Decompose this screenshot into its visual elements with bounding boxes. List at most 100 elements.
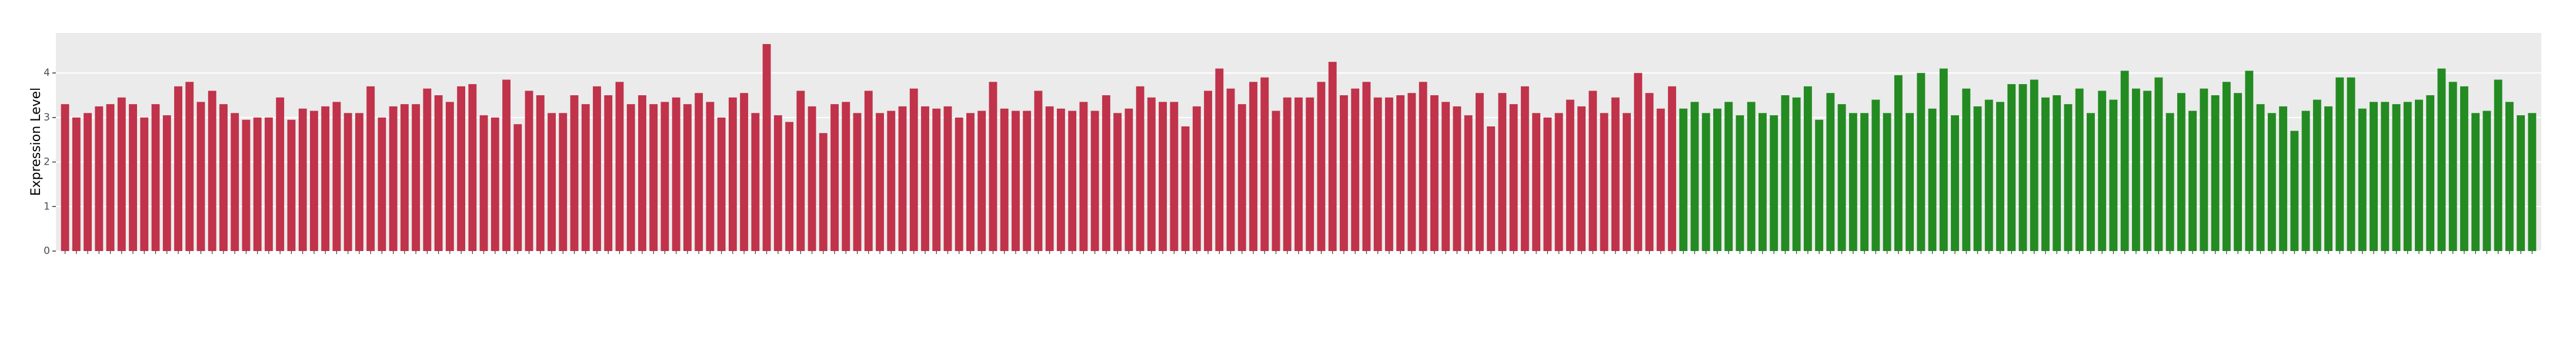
bar [265, 117, 273, 251]
bar [95, 106, 104, 251]
bar [1826, 93, 1835, 251]
bar [1928, 108, 1937, 251]
bar [2053, 95, 2061, 251]
bar [1543, 117, 1552, 251]
bar [2494, 79, 2502, 251]
bar [1453, 106, 1461, 251]
bar [1736, 115, 1744, 251]
bar [2143, 91, 2152, 251]
bar [2200, 88, 2208, 251]
bar [366, 86, 375, 251]
bar [196, 102, 205, 251]
bar [2358, 108, 2367, 251]
bar [807, 106, 816, 251]
bar [581, 104, 590, 251]
bar [1554, 113, 1563, 251]
bar [570, 95, 579, 251]
bar [2324, 106, 2333, 251]
bar [219, 104, 228, 251]
bar [1012, 111, 1020, 251]
bar [966, 113, 975, 251]
bar [548, 113, 556, 251]
bar [298, 108, 307, 251]
bar [1656, 108, 1665, 251]
bar [2064, 104, 2073, 251]
bar [909, 88, 918, 251]
bar [1611, 97, 1620, 252]
bar [1464, 115, 1473, 251]
y-tick-label: 1 [44, 200, 50, 212]
bar [1170, 102, 1179, 251]
bar [1713, 108, 1721, 251]
bar [2234, 93, 2243, 251]
bar [672, 97, 680, 252]
bar [502, 79, 510, 251]
bar [1090, 111, 1099, 251]
bar [1430, 95, 1439, 251]
bar [1045, 106, 1054, 251]
bar [559, 113, 568, 251]
bar [208, 91, 216, 251]
bar [1906, 113, 1914, 251]
bar [174, 86, 182, 251]
y-tick-label: 4 [44, 67, 50, 79]
bar [1690, 102, 1699, 251]
bar [1204, 91, 1212, 251]
bar [796, 91, 805, 251]
bar [1894, 75, 1903, 251]
bar [2109, 99, 2118, 252]
bar [660, 102, 669, 251]
y-tick-label: 2 [44, 156, 50, 168]
bar [2392, 104, 2401, 251]
bar [2528, 113, 2537, 251]
bar [140, 117, 149, 251]
bar [2165, 113, 2174, 251]
bar [2267, 113, 2276, 251]
bar [2188, 111, 2197, 251]
bar [1883, 113, 1891, 251]
bar [84, 113, 92, 251]
bar [332, 102, 341, 251]
bar [536, 95, 545, 251]
bar [434, 95, 443, 251]
bar [649, 104, 658, 251]
bar [276, 97, 285, 252]
bar [1475, 93, 1484, 251]
bar [1136, 86, 1144, 251]
bar [740, 93, 749, 251]
bar [683, 104, 692, 251]
bar [717, 117, 726, 251]
bar [2482, 111, 2491, 251]
bar [1056, 108, 1065, 251]
bar [2335, 77, 2344, 251]
bar [310, 111, 318, 251]
bar [2131, 88, 2140, 251]
bar [2471, 113, 2480, 251]
bar [1000, 108, 1009, 251]
bar [1781, 95, 1790, 251]
y-tick-label: 3 [44, 112, 50, 123]
bar [1159, 102, 1167, 251]
bar [106, 104, 115, 251]
bar [1260, 77, 1269, 251]
bar [72, 117, 81, 251]
bar [1283, 97, 1292, 252]
bar [2256, 104, 2265, 251]
bar [977, 111, 986, 251]
bar [2279, 106, 2287, 251]
bar [1407, 93, 1416, 251]
bar [1192, 106, 1201, 251]
bar [1147, 97, 1156, 252]
bar [1487, 126, 1496, 251]
bar [468, 84, 477, 252]
bar [1306, 97, 1314, 252]
bar [706, 102, 715, 251]
bar [2245, 71, 2254, 251]
bar [1509, 104, 1518, 251]
bar [253, 117, 262, 251]
bar [355, 113, 363, 251]
bar [1498, 93, 1507, 251]
bar [1815, 119, 1824, 251]
bar [513, 124, 522, 251]
bar [2415, 99, 2423, 252]
